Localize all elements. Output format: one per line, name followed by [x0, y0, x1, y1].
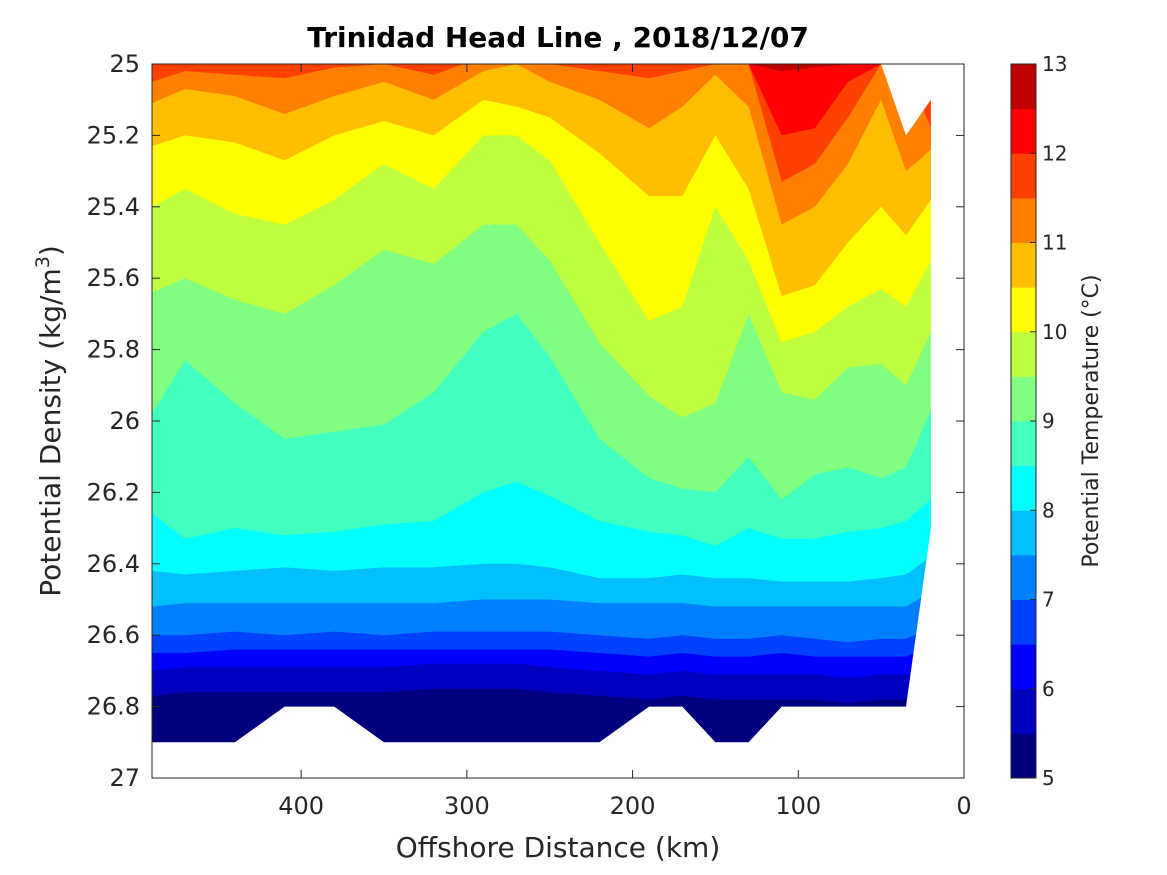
colorbar-segment	[1011, 510, 1036, 556]
colorbar-segment	[1011, 108, 1036, 154]
colorbar-tick-label: 10	[1042, 320, 1067, 344]
colorbar-segment	[1011, 287, 1036, 333]
colorbar-segment	[1011, 331, 1036, 377]
colorbar-tick-label: 12	[1042, 141, 1067, 165]
x-axis: 400 300 200 100 0	[278, 64, 972, 820]
colorbar-tick-label: 6	[1042, 677, 1055, 701]
y-tick-label: 25	[109, 50, 140, 78]
colorbar-tick-label: 7	[1042, 588, 1055, 612]
y-axis-title-main: Potential Density (kg/m	[34, 268, 67, 597]
y-tick-label: 26	[109, 407, 140, 435]
colorbar-segment	[1011, 688, 1036, 734]
x-tick-label: 200	[610, 792, 656, 820]
y-tick-label: 26.2	[87, 478, 140, 506]
colorbar-segment	[1011, 644, 1036, 690]
colorbar-tick-label: 13	[1042, 52, 1067, 76]
y-axis-title-superscript: 3	[32, 256, 54, 268]
colorbar-segment	[1011, 554, 1036, 601]
colorbar-tick-label: 8	[1042, 498, 1055, 522]
y-tick-label: 25.2	[87, 121, 140, 149]
x-tick-label: 400	[278, 792, 324, 820]
no-data-bottom	[152, 528, 964, 778]
colorbar-title: Potential Temperature (°C)	[1079, 274, 1104, 567]
colorbar-segment	[1011, 376, 1036, 422]
colorbar-segment	[1011, 599, 1036, 645]
plot-area	[152, 64, 964, 778]
x-axis-title: Offshore Distance (km)	[396, 831, 721, 864]
contour-bands	[152, 64, 931, 778]
colorbar-segment	[1011, 242, 1036, 288]
colorbar-segment	[1011, 153, 1036, 199]
x-tick-label: 0	[956, 792, 971, 820]
colorbar-segment	[1011, 197, 1036, 244]
y-tick-label: 25.8	[87, 336, 140, 364]
y-axis: 25 25.2 25.4 25.6 25.8 26 26.2 26.4 26.6 26.8 27	[87, 50, 964, 792]
y-tick-label: 26.6	[87, 621, 140, 649]
x-tick-label: 300	[444, 792, 490, 820]
colorbar: 5 6 7 8 9 10 11 12 13	[1010, 52, 1067, 790]
colorbar-segment	[1011, 465, 1036, 511]
y-tick-label: 25.4	[87, 193, 140, 221]
y-tick-label: 25.6	[87, 264, 140, 292]
y-tick-label: 27	[109, 764, 140, 792]
y-axis-title: Potential Density (kg/m3)	[32, 245, 67, 597]
colorbar-tick-label: 5	[1042, 766, 1055, 790]
colorbar-segment	[1011, 421, 1036, 467]
y-tick-label: 26.8	[87, 693, 140, 721]
colorbar-tick-label: 11	[1042, 231, 1067, 255]
x-tick-label: 100	[775, 792, 821, 820]
y-axis-title-suffix: )	[34, 245, 67, 256]
colorbar-segment	[1011, 733, 1036, 779]
chart-title: Trinidad Head Line , 2018/12/07	[307, 21, 809, 54]
colorbar-tick-label: 9	[1042, 409, 1055, 433]
colorbar-segment	[1011, 64, 1036, 110]
y-tick-label: 26.4	[87, 550, 140, 578]
